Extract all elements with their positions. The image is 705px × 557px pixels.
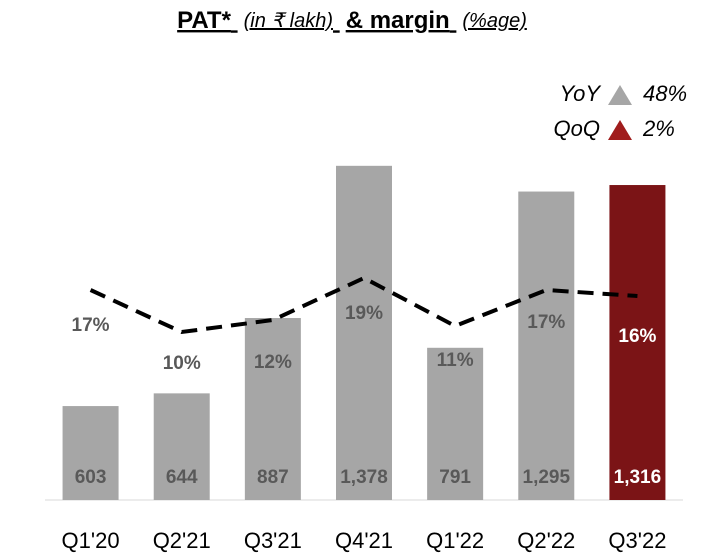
margin-label: 12% (254, 352, 292, 373)
bar (336, 165, 392, 500)
annotation-label: QoQ (554, 116, 600, 141)
margin-label: 19% (345, 303, 383, 324)
annotation-value: 48% (643, 81, 687, 106)
x-tick-label: Q3'22 (608, 528, 666, 553)
margin-label: 10% (163, 353, 201, 374)
x-tick-label: Q3'21 (244, 528, 302, 553)
annotation-label: YoY (560, 81, 602, 106)
margin-label: 17% (527, 312, 565, 333)
margin-line (89, 275, 638, 335)
margin-label: 16% (618, 326, 656, 347)
bar-value-label: 1,378 (340, 467, 388, 488)
bar-value-label: 791 (439, 467, 471, 488)
title-part: (%age) (462, 10, 526, 32)
bar-value-label: 1,295 (523, 467, 571, 488)
bar (62, 406, 119, 500)
bar (427, 347, 484, 500)
title-part: (in ₹ lakh) (244, 10, 333, 32)
annotation-arrow (608, 120, 632, 140)
bar (244, 318, 301, 500)
x-tick-label: Q1'20 (62, 528, 120, 553)
margin-label: 17% (72, 315, 110, 336)
x-tick-label: Q2'22 (517, 528, 575, 553)
bar (518, 191, 575, 501)
x-tick-label: Q1'22 (426, 528, 484, 553)
annotation-arrow (608, 85, 632, 105)
title-part: PAT* (177, 7, 231, 34)
x-tick-label: Q2'21 (153, 528, 211, 553)
margin-label: 11% (437, 350, 474, 371)
title-part: & margin (346, 7, 450, 34)
bar (609, 185, 666, 501)
bar (153, 393, 210, 500)
bar-value-label: 644 (166, 467, 198, 488)
bar-value-label: 603 (75, 467, 107, 488)
chart-title: PAT* (in ₹ lakh) & margin (%age) (177, 7, 527, 34)
bar-value-label: 887 (257, 467, 289, 488)
annotation-value: 2% (642, 116, 675, 141)
bar-value-label: 1,316 (614, 467, 662, 488)
x-tick-label: Q4'21 (335, 528, 393, 553)
